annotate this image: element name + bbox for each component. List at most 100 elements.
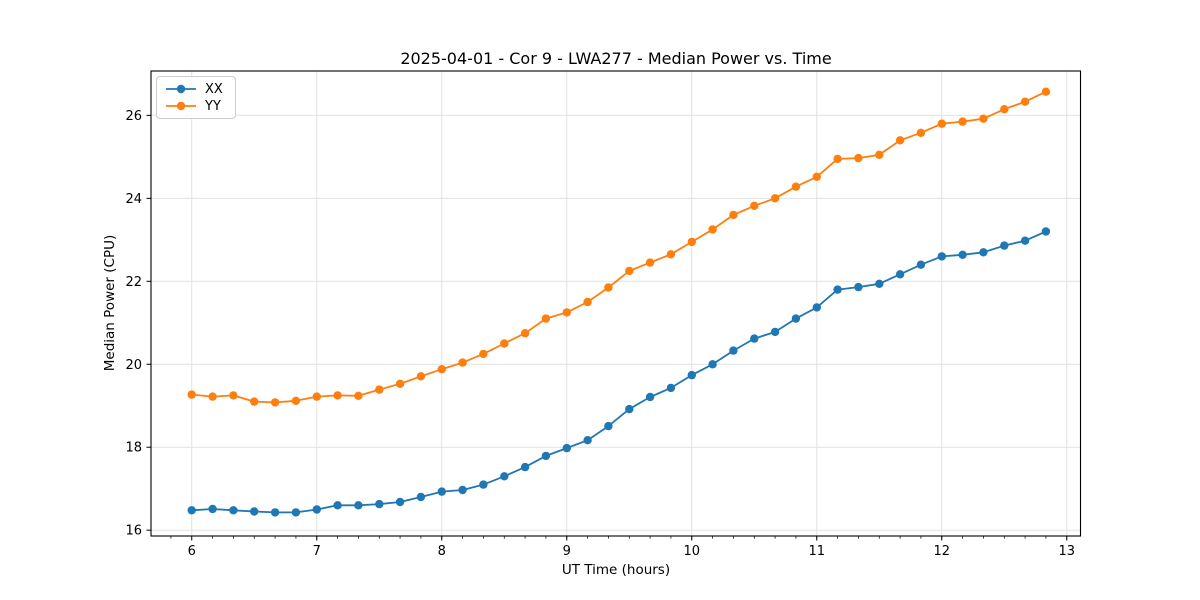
x-tick-label: 12 [933, 544, 950, 559]
data-point-marker-YY [895, 136, 905, 145]
data-point-marker-YY [479, 349, 488, 359]
x-axis-label: UT Time (hours) [561, 562, 671, 578]
data-point-marker-YY [500, 339, 509, 348]
data-point-marker-XX [437, 487, 446, 496]
data-point-marker-XX [395, 497, 405, 507]
y-axis-label: Median Power (CPU) [102, 234, 118, 372]
data-point-marker-YY [354, 391, 363, 400]
legend: XX YY [156, 76, 236, 119]
x-tick-label: 9 [563, 544, 571, 559]
data-point-marker-YY [1020, 97, 1030, 106]
data-point-marker-YY [187, 390, 196, 399]
x-tick-label: 7 [313, 544, 321, 559]
data-point-marker-XX [750, 334, 759, 343]
data-point-marker-YY [312, 392, 321, 401]
data-point-marker-YY [979, 114, 988, 123]
data-point-marker-XX [604, 421, 613, 431]
data-point-marker-XX [416, 492, 426, 502]
data-point-marker-YY [250, 397, 259, 406]
data-point-marker-YY [791, 182, 801, 191]
legend-entry: YY [165, 99, 223, 113]
legend-label: XX [205, 81, 223, 97]
data-point-marker-XX [375, 499, 384, 509]
data-point-marker-XX [729, 346, 738, 355]
axes-spines [150, 70, 1082, 537]
data-point-marker-YY [541, 314, 551, 323]
data-point-marker-XX [895, 270, 905, 279]
data-point-marker-YY [208, 392, 217, 401]
data-point-marker-XX [541, 451, 551, 461]
plot-area [151, 71, 1081, 536]
data-point-marker-YY [520, 329, 530, 338]
x-tick-label: 13 [1058, 544, 1075, 559]
y-tick-label: 20 [125, 358, 142, 373]
data-point-marker-XX [562, 443, 571, 453]
data-point-marker-YY [604, 283, 613, 292]
y-tick-label: 18 [125, 441, 142, 456]
x-tick-label: 6 [188, 544, 196, 559]
data-point-marker-XX [333, 501, 342, 510]
data-point-marker-YY [625, 266, 634, 276]
data-point-marker-YY [958, 117, 967, 126]
data-point-marker-YY [833, 154, 842, 164]
data-point-marker-YY [458, 358, 467, 367]
x-tick-label: 11 [808, 544, 825, 559]
data-point-marker-XX [229, 506, 238, 515]
data-point-marker-YY [916, 128, 926, 137]
data-point-marker-XX [1000, 241, 1009, 250]
data-point-marker-XX [666, 383, 676, 393]
data-point-marker-YY [395, 379, 405, 388]
data-point-marker-YY [416, 372, 426, 381]
x-tick-label: 10 [683, 544, 700, 559]
data-point-marker-XX [520, 462, 530, 472]
y-tick-label: 22 [125, 275, 142, 290]
data-point-marker-YY [562, 308, 571, 317]
y-tick-label: 16 [125, 524, 142, 539]
x-tick-label: 8 [438, 544, 446, 559]
data-point-marker-YY [645, 258, 655, 267]
data-point-marker-XX [354, 501, 363, 510]
data-point-marker-XX [937, 252, 946, 261]
data-point-marker-XX [500, 472, 509, 481]
data-point-marker-XX [854, 282, 863, 292]
data-point-marker-XX [208, 504, 217, 514]
data-point-marker-XX [458, 485, 467, 495]
data-point-marker-XX [687, 370, 696, 380]
data-point-marker-YY [333, 391, 342, 400]
data-point-marker-YY [687, 237, 696, 247]
data-point-marker-YY [770, 194, 780, 203]
data-point-marker-XX [270, 508, 280, 517]
data-point-marker-YY [854, 153, 863, 163]
data-point-marker-XX [958, 250, 967, 259]
data-point-marker-YY [375, 385, 384, 394]
data-point-marker-XX [625, 404, 634, 414]
data-point-marker-XX [875, 279, 884, 288]
data-point-marker-YY [1000, 105, 1009, 114]
data-point-marker-XX [291, 508, 301, 517]
data-point-marker-YY [437, 365, 446, 374]
legend-marker-icon [166, 101, 196, 111]
data-point-marker-XX [791, 314, 801, 323]
data-point-marker-YY [750, 201, 759, 210]
data-point-marker-XX [770, 327, 780, 337]
data-point-marker-XX [979, 248, 988, 257]
y-tick-label: 26 [125, 109, 142, 124]
data-point-marker-XX [812, 303, 821, 312]
data-point-marker-XX [1020, 236, 1030, 245]
data-point-marker-YY [229, 391, 238, 400]
data-point-marker-YY [1041, 87, 1051, 96]
chart-title: 2025-04-01 - Cor 9 - LWA277 - Median Pow… [400, 49, 832, 68]
data-point-marker-YY [937, 119, 946, 128]
legend-marker-icon [166, 84, 196, 94]
data-point-marker-YY [708, 225, 717, 234]
data-point-marker-YY [729, 210, 738, 220]
data-point-marker-XX [250, 507, 259, 516]
legend-entry: XX [165, 82, 223, 96]
data-point-marker-XX [645, 392, 655, 402]
data-point-marker-YY [270, 398, 280, 407]
data-point-marker-YY [666, 250, 676, 259]
data-point-marker-XX [583, 436, 592, 445]
data-point-marker-YY [583, 297, 592, 307]
